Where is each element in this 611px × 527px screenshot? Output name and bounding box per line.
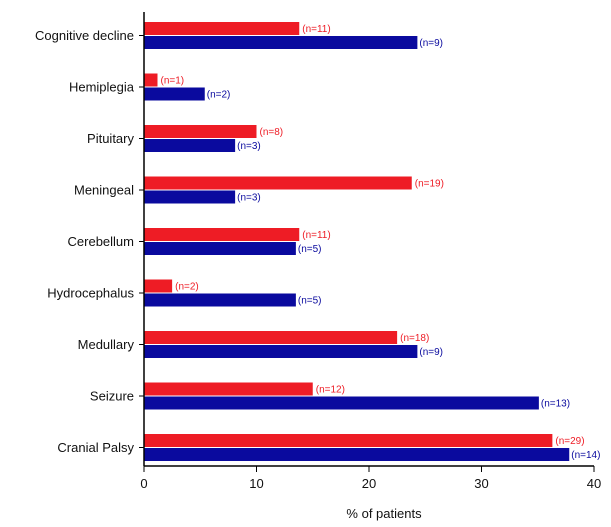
x-tick-label-20: 20 <box>362 476 376 491</box>
data-label-hydrocephalus-series-1: (n=2) <box>175 282 199 293</box>
data-label-cranial-palsy-series-1: (n=29) <box>555 436 584 447</box>
data-label-seizure-series-1: (n=12) <box>316 385 345 396</box>
x-tick-label-30: 30 <box>474 476 488 491</box>
bar-pituitary-series-2 <box>144 139 236 152</box>
category-label-cranial-palsy: Cranial Palsy <box>57 440 134 455</box>
data-label-cerebellum-series-1: (n=11) <box>302 230 330 241</box>
category-labels-layer: Cognitive decline Hemiplegia Pituitary Meni… <box>35 28 135 455</box>
bar-cranial-palsy-series-2 <box>144 448 570 461</box>
bar-pituitary-series-1 <box>144 125 257 138</box>
bar-meningeal-series-1 <box>144 176 412 190</box>
x-axis-title: % of patients <box>346 506 422 521</box>
axes-layer: 0 10 20 30 40 <box>139 12 601 491</box>
x-tick-label-10: 10 <box>249 476 263 491</box>
bars-layer <box>144 22 570 461</box>
bar-cerebellum-series-2 <box>144 242 296 255</box>
bar-cognitive-decline-series-1 <box>144 22 300 35</box>
bar-hemiplegia-series-1 <box>144 73 158 87</box>
category-label-hydrocephalus: Hydrocephalus <box>47 286 134 301</box>
bar-medullary-series-2 <box>144 345 418 358</box>
data-label-cerebellum-series-2: (n=5) <box>298 244 322 255</box>
category-label-medullary: Medullary <box>78 337 135 352</box>
bar-cranial-palsy-series-1 <box>144 434 553 447</box>
data-label-cognitive-decline-series-1: (n=11) <box>302 24 330 35</box>
data-label-pituitary-series-1: (n=8) <box>260 127 284 138</box>
bar-hydrocephalus-series-2 <box>144 293 296 307</box>
data-label-hemiplegia-series-1: (n=1) <box>161 76 185 87</box>
data-label-cognitive-decline-series-2: (n=9) <box>419 38 443 49</box>
data-labels-layer: (n=11) (n=9) (n=1) (n=2) (n=8) (n=3) (n=19) (n=… <box>161 24 601 461</box>
bar-medullary-series-1 <box>144 331 398 344</box>
category-label-cerebellum: Cerebellum <box>68 234 134 249</box>
data-label-cranial-palsy-series-2: (n=14) <box>571 450 600 461</box>
bar-seizure-series-2 <box>144 396 539 410</box>
category-label-cognitive-decline: Cognitive decline <box>35 28 134 43</box>
bar-cerebellum-series-1 <box>144 228 300 241</box>
bar-hemiplegia-series-2 <box>144 87 205 101</box>
data-label-meningeal-series-1: (n=19) <box>415 179 444 190</box>
bar-hydrocephalus-series-1 <box>144 279 173 293</box>
bar-seizure-series-1 <box>144 382 313 396</box>
bar-meningeal-series-2 <box>144 190 236 204</box>
category-label-meningeal: Meningeal <box>74 183 134 198</box>
category-label-pituitary: Pituitary <box>87 131 134 146</box>
x-tick-label-0: 0 <box>140 476 147 491</box>
data-label-pituitary-series-2: (n=3) <box>237 141 261 152</box>
data-label-seizure-series-2: (n=13) <box>541 399 570 410</box>
data-label-meningeal-series-2: (n=3) <box>237 193 261 204</box>
data-label-hemiplegia-series-2: (n=2) <box>207 90 231 101</box>
data-label-hydrocephalus-series-2: (n=5) <box>298 296 322 307</box>
data-label-medullary-series-2: (n=9) <box>419 347 443 358</box>
category-label-seizure: Seizure <box>90 389 134 404</box>
x-tick-label-40: 40 <box>587 476 601 491</box>
category-label-hemiplegia: Hemiplegia <box>69 80 135 95</box>
bar-cognitive-decline-series-2 <box>144 36 418 49</box>
data-label-medullary-series-1: (n=18) <box>400 333 429 344</box>
